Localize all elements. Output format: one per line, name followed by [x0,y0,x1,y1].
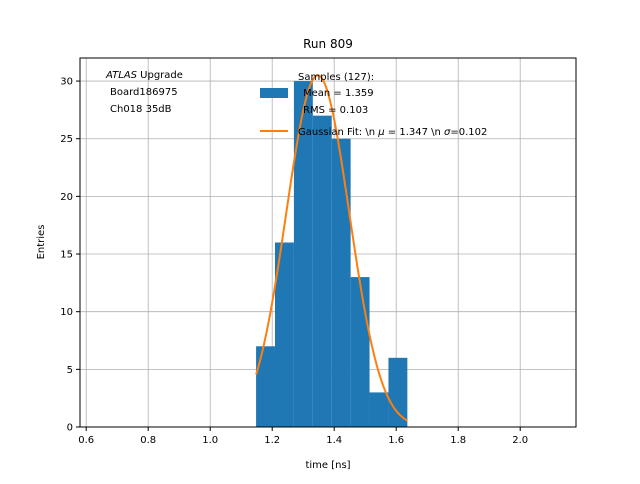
y-tick-label: 0 [67,423,73,434]
atlas-annotation: ATLAS Upgrade Board186975 Ch018 35dB [105,70,183,115]
chart-title: Run 809 [303,37,353,51]
annotation-line-3: Ch018 35dB [110,104,172,115]
y-tick-label: 20 [60,192,73,203]
histogram-bar [388,358,407,427]
x-axis-label: time [ns] [305,460,350,471]
legend-fit-mu-value: = 1.347 \n [385,127,444,138]
x-tick-label: 1.8 [450,435,466,446]
x-tick-label: 1.6 [388,435,404,446]
histogram-bar [313,116,332,427]
x-tick-label: 2.0 [512,435,528,446]
y-axis-label: Entries [36,225,47,260]
annotation-atlas: ATLAS [105,70,138,81]
x-tick-label: 1.4 [326,435,342,446]
y-tick-label: 10 [60,307,73,318]
legend-fit-mu-symbol: μ [377,127,384,138]
histogram-bar [370,392,389,427]
legend-samples-title: Samples (127): [298,72,374,83]
annotation-line-2: Board186975 [110,87,178,98]
histogram-bar [332,139,351,427]
legend-samples-mean: Mean = 1.359 [303,88,374,99]
legend-samples-swatch [260,88,288,98]
y-tick-label: 30 [60,77,73,88]
legend-samples-rms: RMS = 0.103 [303,105,368,116]
annotation-line-1: ATLAS Upgrade [105,70,183,81]
x-tick-label: 0.8 [140,435,156,446]
legend-fit-prefix: Gaussian Fit: \n [298,127,378,138]
x-tick-label: 0.6 [78,435,94,446]
x-tick-label: 1.2 [264,435,280,446]
legend-fit-sigma-value: =0.102 [450,127,487,138]
histogram-bar [351,277,370,427]
y-tick-label: 5 [67,365,73,376]
x-tick-label: 1.0 [202,435,218,446]
y-tick-label: 15 [60,250,73,261]
y-tick-label: 25 [60,134,73,145]
annotation-upgrade: Upgrade [137,70,183,81]
legend-fit-label: Gaussian Fit: \n μ = 1.347 \n σ=0.102 [298,127,487,138]
histogram-bar [256,346,275,427]
